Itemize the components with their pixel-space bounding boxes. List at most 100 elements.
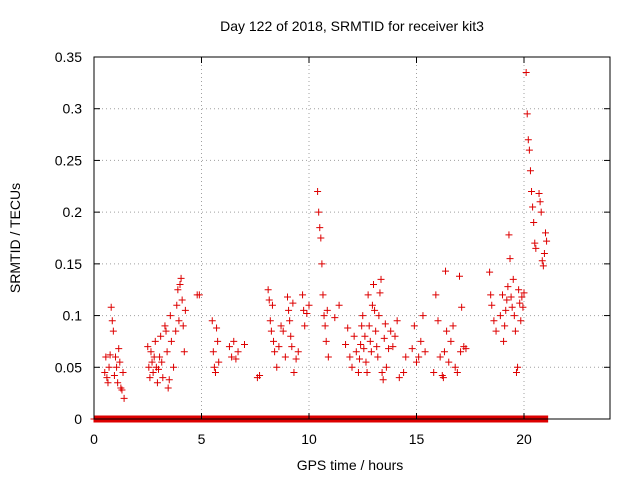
data-point (413, 358, 420, 366)
data-point (265, 296, 273, 304)
data-point (362, 358, 370, 366)
data-point (453, 368, 461, 376)
data-point (419, 312, 427, 320)
data-point (294, 348, 302, 356)
data-point (373, 343, 381, 351)
data-point (335, 301, 343, 309)
data-point (350, 332, 358, 340)
data-point (331, 314, 339, 322)
data-point (393, 317, 401, 325)
data-point (447, 337, 455, 345)
data-point (322, 337, 330, 345)
data-point (174, 286, 182, 294)
data-point (535, 190, 543, 198)
data-point (381, 320, 389, 328)
y-tick-label: 0.2 (63, 204, 83, 220)
data-point (456, 272, 463, 280)
data-point (502, 306, 510, 314)
data-point (159, 374, 167, 382)
data-point (487, 291, 495, 299)
data-point (432, 291, 440, 299)
data-point (505, 231, 513, 239)
data-point (515, 286, 523, 294)
x-tick-label: 0 (90, 431, 98, 447)
data-point (109, 327, 117, 335)
data-point (421, 348, 429, 356)
data-point (488, 301, 496, 309)
data-point (105, 363, 113, 371)
data-point (395, 374, 403, 382)
data-point (289, 299, 297, 307)
data-point (503, 296, 511, 304)
data-point (284, 293, 291, 301)
data-point (523, 110, 531, 118)
data-point (303, 310, 311, 318)
data-point (439, 374, 447, 382)
data-point (230, 337, 238, 345)
data-point (163, 348, 171, 356)
data-point (215, 358, 223, 366)
data-point (442, 267, 450, 275)
data-point (281, 353, 289, 361)
data-point (256, 372, 264, 380)
data-point (417, 337, 425, 345)
data-point (379, 376, 387, 384)
data-point (107, 303, 115, 311)
data-point (305, 301, 313, 309)
data-point (319, 291, 327, 299)
data-point (542, 229, 549, 237)
data-point (522, 69, 530, 77)
data-point (114, 379, 122, 387)
y-tick-label: 0.15 (55, 256, 82, 272)
data-point (400, 368, 408, 376)
data-point (241, 341, 248, 349)
x-tick-labels: 0 5 10 15 20 (90, 431, 532, 447)
data-point (271, 348, 279, 356)
data-point (486, 268, 494, 276)
data-point (363, 368, 371, 376)
y-tick-label: 0.1 (63, 308, 83, 324)
data-point (102, 353, 110, 361)
data-point (496, 312, 504, 320)
data-point (106, 351, 114, 359)
data-point (391, 332, 399, 340)
data-point (165, 376, 173, 384)
data-point (155, 365, 162, 373)
data-point (378, 368, 386, 376)
data-point (358, 322, 366, 330)
data-point (377, 275, 385, 283)
data-point (210, 363, 218, 371)
data-point (445, 358, 453, 366)
data-point (507, 293, 515, 301)
data-point (113, 363, 121, 371)
data-point (436, 353, 444, 361)
data-point (359, 312, 367, 320)
data-point (211, 368, 219, 376)
data-point (526, 167, 534, 175)
data-point (279, 327, 287, 335)
data-point (112, 353, 119, 361)
y-tick-label: 0 (74, 411, 82, 427)
data-point (430, 368, 438, 376)
data-point (517, 317, 525, 325)
data-point (499, 291, 506, 299)
y-tick-label: 0.05 (55, 359, 82, 375)
data-point (225, 343, 233, 351)
y-tick-label: 0.35 (55, 49, 82, 65)
data-point (539, 262, 547, 270)
data-point (364, 291, 372, 299)
data-point (101, 368, 109, 376)
data-point (173, 301, 181, 309)
data-point (323, 306, 331, 314)
data-point (277, 322, 285, 330)
x-tick-label: 20 (516, 431, 532, 447)
data-point (519, 303, 527, 311)
data-point (357, 341, 365, 349)
data-point (509, 275, 517, 283)
data-point (301, 322, 309, 330)
data-point (434, 317, 442, 325)
data-point (148, 358, 156, 366)
data-point (440, 348, 448, 356)
